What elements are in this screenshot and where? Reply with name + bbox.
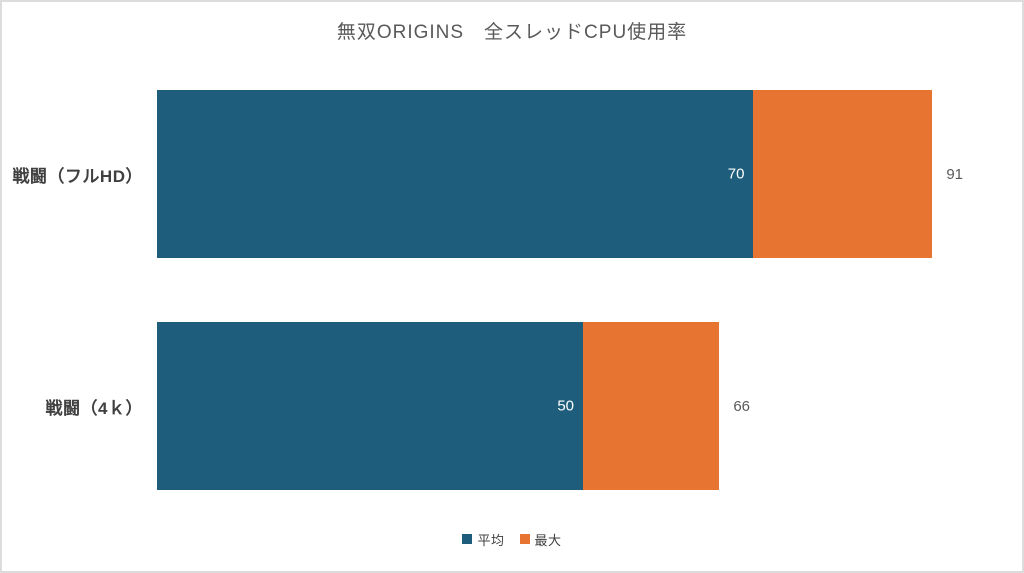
avg-value-label: 70 [727, 165, 745, 183]
max-bar-segment [753, 90, 933, 258]
bar-track: 50 66 [157, 322, 992, 490]
avg-legend-label: 平均 [477, 532, 505, 548]
avg-bar-segment: 50 [157, 322, 584, 490]
legend: 平均 最大 [2, 529, 1022, 549]
bar-track: 70 91 [157, 90, 992, 258]
avg-legend-swatch [462, 534, 473, 544]
max-value-label: 66 [733, 397, 751, 415]
max-bar-segment [583, 322, 720, 490]
avg-value-label: 50 [557, 397, 575, 415]
category-label: 戦闘（4ｋ） [45, 398, 143, 418]
max-value-label: 91 [946, 165, 964, 183]
bar-row: 戦闘（4ｋ） 50 66 [2, 322, 1022, 490]
max-legend-swatch [519, 534, 530, 544]
legend-item-max: 最大 [519, 530, 562, 549]
bar-row: 戦闘（フルHD） 70 91 [2, 90, 1022, 258]
category-label: 戦闘（フルHD） [12, 166, 143, 186]
chart-title: 無双ORIGINS 全スレッドCPU使用率 [336, 22, 688, 43]
legend-item-avg: 平均 [462, 530, 504, 549]
max-legend-label: 最大 [534, 532, 562, 548]
avg-bar-segment: 70 [157, 90, 754, 258]
